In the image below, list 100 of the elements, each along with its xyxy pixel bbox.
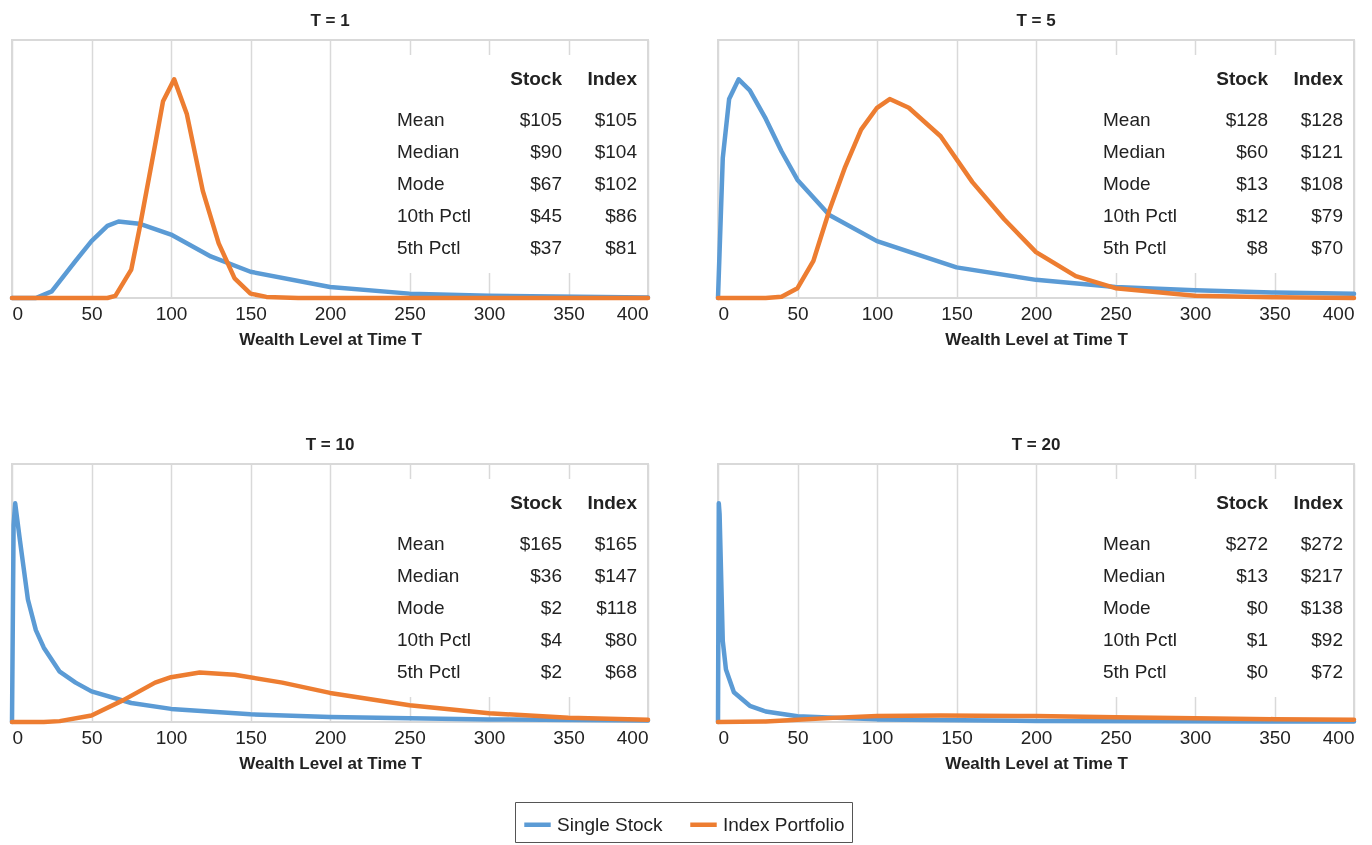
x-tick-label: 100 bbox=[861, 302, 894, 324]
x-tick-label: 400 bbox=[616, 726, 649, 748]
chart-title: T = 1 bbox=[310, 10, 350, 30]
x-axis-title: Wealth Level at Time T bbox=[239, 329, 423, 349]
annotation: $12 bbox=[1236, 205, 1268, 226]
annotation: Mean bbox=[397, 109, 445, 130]
x-tick-label: 0 bbox=[12, 302, 24, 324]
x-tick-label: 0 bbox=[718, 302, 730, 324]
annotation: Index bbox=[587, 492, 638, 513]
x-tick-label: 300 bbox=[1179, 726, 1212, 748]
x-tick-label: 350 bbox=[1259, 302, 1291, 324]
annotation: Stock bbox=[510, 68, 563, 89]
annotation: Stock bbox=[1216, 68, 1269, 89]
annotation: Mode bbox=[1103, 173, 1151, 194]
annotation: 5th Pctl bbox=[397, 237, 461, 258]
annotation: $92 bbox=[1311, 629, 1343, 650]
annotation: Index bbox=[1293, 492, 1344, 513]
annotation: $45 bbox=[530, 205, 562, 226]
x-tick-label: 400 bbox=[1322, 302, 1355, 324]
annotation: Mode bbox=[1103, 597, 1151, 618]
x-tick-label: 150 bbox=[941, 726, 973, 748]
annotation: $165 bbox=[594, 533, 637, 554]
annotation: $13 bbox=[1236, 173, 1268, 194]
x-tick-label: 300 bbox=[473, 726, 506, 748]
annotation: $13 bbox=[1236, 565, 1268, 586]
chart-title: T = 5 bbox=[1016, 10, 1056, 30]
annotation: $108 bbox=[1300, 173, 1343, 194]
annotation: $81 bbox=[605, 237, 637, 258]
annotation: $104 bbox=[594, 141, 638, 162]
x-tick-label: 200 bbox=[1020, 726, 1053, 748]
annotation: $128 bbox=[1225, 109, 1268, 130]
x-tick-label: 350 bbox=[553, 726, 585, 748]
x-axis-title: Wealth Level at Time T bbox=[239, 753, 423, 773]
annotation: 10th Pctl bbox=[397, 629, 471, 650]
annotation: $272 bbox=[1225, 533, 1268, 554]
annotation: $86 bbox=[605, 205, 637, 226]
annotation: $165 bbox=[519, 533, 562, 554]
x-tick-label: 150 bbox=[235, 726, 267, 748]
annotation: $68 bbox=[605, 661, 637, 682]
annotation: $1 bbox=[1246, 629, 1268, 650]
x-tick-label: 50 bbox=[787, 726, 809, 748]
annotation: 5th Pctl bbox=[1103, 661, 1167, 682]
annotation: $60 bbox=[1236, 141, 1268, 162]
x-tick-label: 50 bbox=[787, 302, 809, 324]
annotation: $4 bbox=[540, 629, 563, 650]
x-tick-label: 200 bbox=[314, 302, 347, 324]
annotation: $105 bbox=[594, 109, 637, 130]
annotation: $128 bbox=[1300, 109, 1343, 130]
x-tick-label: 300 bbox=[473, 302, 506, 324]
annotation: $2 bbox=[540, 597, 562, 618]
annotation: $0 bbox=[1246, 661, 1268, 682]
annotation: Mode bbox=[397, 173, 445, 194]
x-tick-label: 200 bbox=[314, 726, 347, 748]
annotation: Median bbox=[397, 141, 460, 162]
x-tick-label: 0 bbox=[718, 726, 730, 748]
x-axis-title: Wealth Level at Time T bbox=[945, 329, 1129, 349]
x-tick-label: 250 bbox=[1100, 302, 1132, 324]
x-tick-label: 300 bbox=[1179, 302, 1212, 324]
annotation: $118 bbox=[596, 597, 637, 618]
x-tick-label: 100 bbox=[155, 726, 188, 748]
annotation: $90 bbox=[530, 141, 562, 162]
chart-title: T = 20 bbox=[1011, 434, 1061, 454]
annotation: $72 bbox=[1311, 661, 1343, 682]
annotation: $102 bbox=[594, 173, 637, 194]
annotation: 10th Pctl bbox=[1103, 205, 1177, 226]
annotation: $105 bbox=[519, 109, 562, 130]
x-tick-label: 50 bbox=[81, 726, 103, 748]
x-tick-label: 0 bbox=[12, 726, 24, 748]
x-tick-label: 100 bbox=[861, 726, 894, 748]
annotation: $0 bbox=[1246, 597, 1268, 618]
annotation: $80 bbox=[605, 629, 637, 650]
annotation: 5th Pctl bbox=[397, 661, 461, 682]
annotation: $121 bbox=[1300, 141, 1343, 162]
x-tick-label: 100 bbox=[155, 302, 188, 324]
annotation: Mode bbox=[397, 597, 445, 618]
x-tick-label: 150 bbox=[941, 302, 973, 324]
annotation: 10th Pctl bbox=[397, 205, 471, 226]
annotation: Stock bbox=[510, 492, 563, 513]
annotation: $79 bbox=[1311, 205, 1343, 226]
annotation: $70 bbox=[1311, 237, 1343, 258]
annotation: 5th Pctl bbox=[1103, 237, 1167, 258]
x-tick-label: 200 bbox=[1020, 302, 1053, 324]
annotation: $8 bbox=[1246, 237, 1268, 258]
annotation: $138 bbox=[1300, 597, 1343, 618]
x-tick-label: 50 bbox=[81, 302, 103, 324]
x-tick-label: 400 bbox=[1322, 726, 1355, 748]
legend-label: Single Stock bbox=[557, 813, 664, 835]
x-tick-label: 400 bbox=[616, 302, 649, 324]
annotation: 10th Pctl bbox=[1103, 629, 1177, 650]
annotation: $67 bbox=[530, 173, 562, 194]
annotation: $2 bbox=[540, 661, 562, 682]
chart-title: T = 10 bbox=[305, 434, 355, 454]
x-axis-title: Wealth Level at Time T bbox=[945, 753, 1129, 773]
annotation: Mean bbox=[1103, 533, 1151, 554]
annotation: Median bbox=[1103, 565, 1166, 586]
annotation: Median bbox=[397, 565, 460, 586]
annotation: $36 bbox=[530, 565, 562, 586]
x-tick-label: 250 bbox=[394, 302, 426, 324]
legend-label: Index Portfolio bbox=[723, 813, 845, 835]
annotation: Stock bbox=[1216, 492, 1269, 513]
